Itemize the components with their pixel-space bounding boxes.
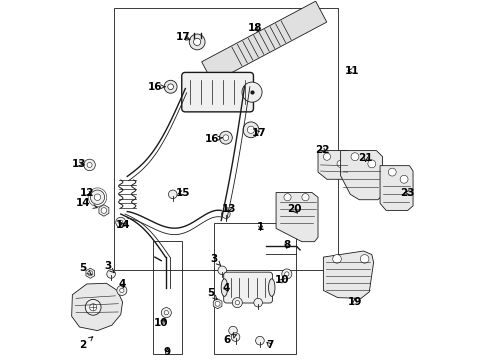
Polygon shape [317, 150, 349, 179]
Text: 19: 19 [347, 297, 362, 307]
Text: 2: 2 [80, 337, 93, 350]
Text: 9: 9 [163, 347, 171, 357]
Polygon shape [379, 166, 412, 211]
Text: 16: 16 [204, 134, 222, 144]
Circle shape [399, 175, 407, 183]
Circle shape [193, 39, 201, 45]
Circle shape [94, 194, 101, 201]
Text: 5: 5 [79, 263, 91, 274]
Circle shape [87, 162, 92, 167]
Circle shape [116, 217, 125, 227]
Polygon shape [201, 1, 326, 83]
Circle shape [301, 194, 308, 201]
Circle shape [284, 272, 288, 276]
Text: 3: 3 [103, 261, 114, 273]
Circle shape [235, 301, 239, 305]
Text: 13: 13 [71, 159, 86, 169]
Circle shape [247, 126, 254, 134]
Text: 20: 20 [286, 204, 301, 215]
Circle shape [231, 333, 239, 341]
Text: 17: 17 [251, 129, 265, 138]
Bar [214, 223, 296, 354]
Ellipse shape [221, 279, 227, 296]
Text: 15: 15 [175, 188, 190, 198]
Circle shape [367, 160, 375, 168]
Circle shape [253, 298, 262, 307]
Circle shape [117, 285, 126, 296]
Text: 7: 7 [265, 340, 273, 350]
Circle shape [106, 270, 115, 278]
Polygon shape [72, 283, 122, 330]
Text: 14: 14 [76, 198, 97, 208]
Text: 22: 22 [315, 144, 329, 154]
Text: 4: 4 [118, 279, 125, 289]
Text: 17: 17 [176, 32, 190, 42]
Circle shape [350, 153, 358, 161]
Circle shape [161, 308, 171, 318]
FancyBboxPatch shape [223, 272, 272, 303]
Ellipse shape [268, 279, 274, 296]
Circle shape [168, 190, 177, 199]
Circle shape [189, 34, 204, 50]
Circle shape [219, 131, 232, 144]
Polygon shape [86, 268, 95, 278]
Bar [153, 241, 182, 354]
Circle shape [281, 269, 291, 279]
Polygon shape [276, 193, 317, 242]
Text: 11: 11 [344, 66, 359, 76]
Text: 21: 21 [358, 153, 372, 163]
Circle shape [336, 160, 344, 167]
Circle shape [218, 266, 226, 275]
Polygon shape [213, 299, 222, 309]
Circle shape [387, 168, 395, 176]
Text: 13: 13 [222, 204, 236, 214]
Circle shape [232, 298, 242, 308]
Text: 14: 14 [116, 220, 130, 230]
Circle shape [360, 255, 368, 263]
Text: 6: 6 [223, 334, 236, 345]
Circle shape [88, 271, 93, 276]
Circle shape [83, 159, 95, 171]
Circle shape [228, 326, 237, 335]
Text: 4: 4 [222, 283, 229, 293]
Text: 10: 10 [274, 275, 289, 285]
Circle shape [164, 311, 168, 315]
Text: 18: 18 [247, 23, 262, 33]
Polygon shape [323, 251, 373, 298]
Circle shape [221, 210, 230, 219]
Circle shape [228, 293, 233, 297]
Circle shape [101, 208, 106, 213]
Bar [113, 8, 337, 270]
Circle shape [89, 304, 97, 311]
Circle shape [215, 301, 220, 306]
Circle shape [255, 336, 264, 345]
FancyBboxPatch shape [182, 72, 253, 112]
Circle shape [167, 84, 173, 90]
Text: 5: 5 [206, 288, 217, 300]
Text: 12: 12 [80, 188, 95, 198]
Circle shape [85, 300, 101, 315]
Circle shape [284, 194, 290, 201]
Circle shape [323, 153, 330, 160]
Polygon shape [99, 205, 109, 216]
Text: 16: 16 [147, 82, 164, 92]
Circle shape [225, 290, 235, 300]
Text: 23: 23 [400, 188, 414, 198]
Circle shape [164, 80, 177, 93]
Circle shape [243, 122, 258, 138]
Circle shape [332, 255, 341, 263]
Text: 8: 8 [283, 239, 290, 249]
Circle shape [120, 288, 124, 293]
Circle shape [90, 190, 104, 204]
Circle shape [242, 82, 262, 102]
Text: 10: 10 [154, 319, 168, 328]
Polygon shape [340, 150, 382, 200]
Circle shape [223, 135, 228, 140]
Text: 1: 1 [257, 222, 264, 231]
Circle shape [119, 220, 122, 225]
Text: 3: 3 [210, 254, 220, 265]
